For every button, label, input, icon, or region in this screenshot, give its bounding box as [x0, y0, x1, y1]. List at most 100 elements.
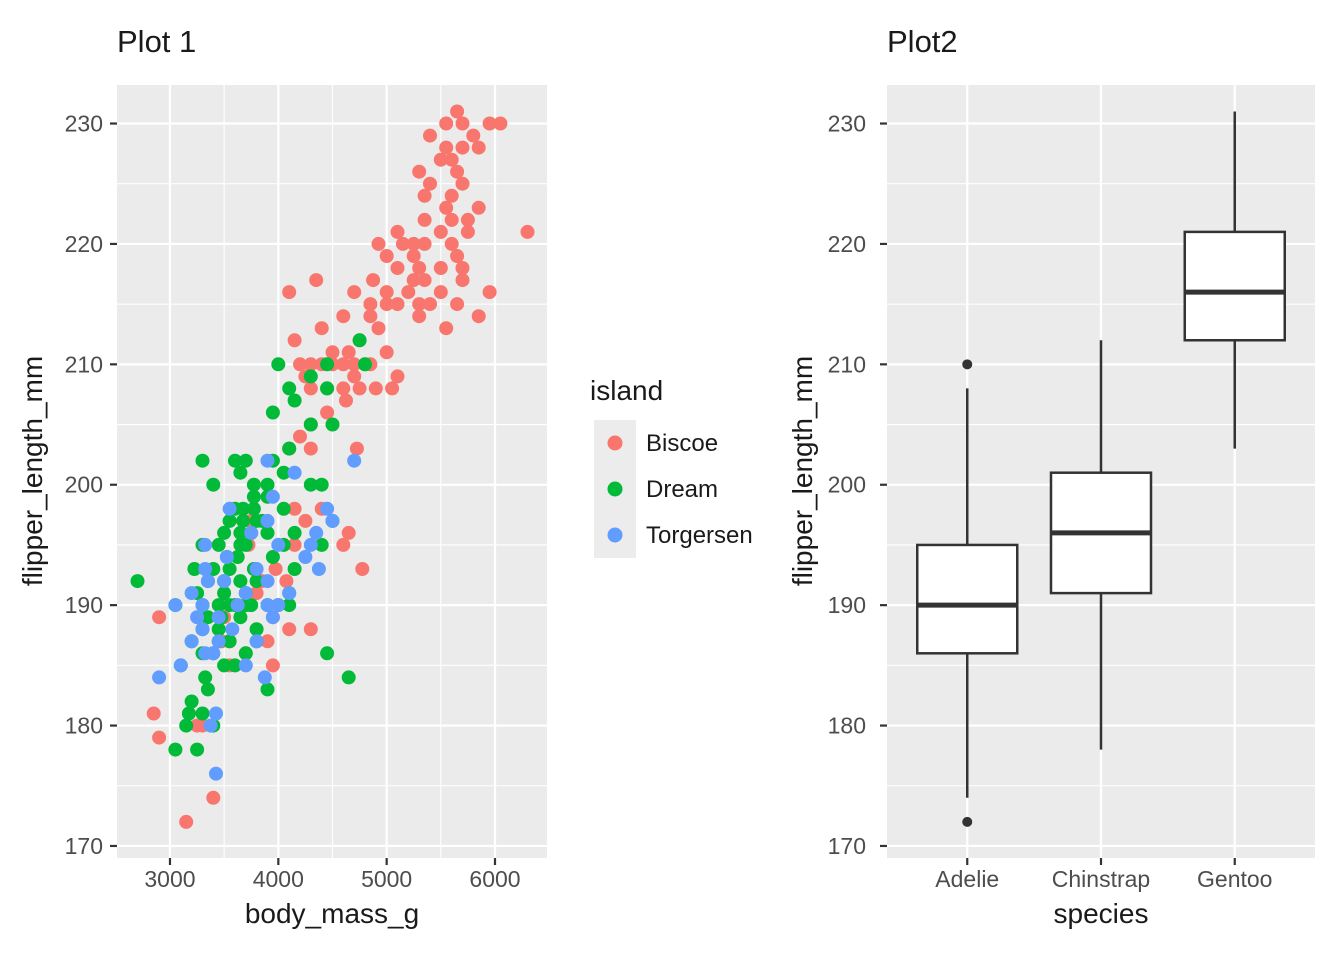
scatter-point-dream	[211, 537, 226, 552]
scatter-point-biscoe	[406, 249, 421, 263]
scatter-point-biscoe	[455, 116, 470, 131]
scatter-point-torgersen	[211, 610, 226, 625]
scatter-point-biscoe	[347, 357, 362, 372]
box-gentoo	[1183, 111, 1286, 449]
scatter-point-biscoe	[433, 224, 448, 239]
scatter-point-dream	[195, 453, 210, 468]
scatter-point-biscoe	[450, 164, 465, 179]
scatter-point-biscoe	[282, 622, 297, 637]
scatter-point-torgersen	[325, 513, 340, 528]
scatter-point-dream	[217, 586, 232, 601]
scatter-point-biscoe	[460, 212, 475, 227]
scatter-point-biscoe	[412, 261, 427, 275]
scatter-point-torgersen	[287, 465, 302, 480]
scatter-point-dream	[238, 453, 253, 468]
legend-key-dot-torgersen	[607, 527, 623, 543]
scatter-point-dream	[179, 718, 194, 733]
scatter-point-biscoe	[303, 622, 318, 637]
y-tick-label: 220	[828, 231, 866, 257]
scatter-point-dream	[246, 477, 261, 492]
scatter-point-dream	[233, 574, 248, 589]
scatter-point-biscoe	[260, 634, 275, 649]
scatter-point-biscoe	[439, 116, 454, 131]
scatter-point-dream	[358, 357, 372, 372]
x-tick-label: 4000	[253, 866, 304, 892]
scatter-point-biscoe	[352, 381, 367, 396]
scatter-point-biscoe	[493, 116, 508, 131]
scatter-point-biscoe	[444, 188, 459, 203]
scatter-point-biscoe	[450, 297, 465, 312]
scatter-point-torgersen	[198, 537, 213, 552]
scatter-point-dream	[233, 525, 248, 540]
scatter-point-torgersen	[249, 634, 264, 649]
scatter-point-biscoe	[390, 261, 405, 275]
scatter-point-dream	[282, 598, 297, 613]
scatter-point-biscoe	[314, 321, 329, 336]
scatter-point-biscoe	[347, 369, 362, 384]
x-tick-label: Adelie	[935, 866, 999, 892]
legend-item-label-dream: Dream	[646, 476, 718, 503]
scatter-point-torgersen	[260, 574, 275, 589]
scatter-point-torgersen	[298, 550, 313, 564]
scatter-point-biscoe	[450, 104, 465, 119]
scatter-point-biscoe	[471, 140, 486, 155]
scatter-point-torgersen	[238, 586, 253, 601]
box-iqr	[916, 543, 1019, 655]
scatter-point-dream	[265, 550, 280, 564]
scatter-point-dream	[184, 694, 199, 709]
left-y-axis-title: flipper_length_mm	[17, 356, 48, 586]
scatter-point-dream	[352, 333, 367, 348]
scatter-point-torgersen	[230, 598, 245, 613]
scatter-point-dream	[181, 706, 196, 721]
scatter-point-biscoe	[325, 345, 340, 360]
scatter-point-torgersen	[190, 610, 205, 625]
scatter-point-biscoe	[293, 429, 307, 444]
scatter-point-dream	[244, 598, 259, 613]
scatter-point-biscoe	[379, 249, 394, 263]
scatter-point-dream	[168, 742, 183, 757]
scatter-point-dream	[246, 489, 261, 504]
left-plot-title: Plot 1	[117, 24, 196, 59]
scatter-point-biscoe	[390, 297, 405, 312]
scatter-point-biscoe	[444, 152, 459, 167]
scatter-point-dream	[236, 513, 251, 528]
scatter-point-biscoe	[412, 164, 427, 179]
scatter-point-dream	[222, 562, 237, 576]
left-x-axis-title: body_mass_g	[245, 898, 419, 929]
y-tick-label: 200	[65, 472, 103, 498]
scatter-point-biscoe	[471, 200, 486, 215]
scatter-point-biscoe	[379, 285, 394, 300]
y-tick-label: 220	[65, 231, 103, 257]
outlier-point	[962, 816, 973, 827]
legend-item-label-biscoe: Biscoe	[646, 430, 718, 457]
scatter-point-biscoe	[482, 116, 497, 131]
scatter-point-dream	[314, 537, 329, 552]
scatter-point-biscoe	[444, 236, 459, 251]
scatter-point-dream	[206, 477, 221, 492]
scatter-point-torgersen	[347, 453, 362, 468]
scatter-point-biscoe	[265, 658, 280, 673]
scatter-point-biscoe	[455, 273, 470, 288]
scatter-point-biscoe	[371, 321, 386, 336]
scatter-point-dream	[341, 670, 356, 685]
y-tick-label: 180	[65, 713, 103, 739]
scatter-point-biscoe	[268, 562, 283, 576]
scatter-point-dream	[320, 646, 335, 661]
scatter-point-torgersen	[249, 562, 264, 576]
scatter-point-biscoe	[385, 381, 400, 396]
scatter-point-dream	[276, 465, 291, 480]
scatter-point-torgersen	[206, 646, 221, 661]
scatter-point-torgersen	[260, 513, 275, 528]
scatter-point-biscoe	[349, 441, 364, 456]
scatter-point-biscoe	[336, 537, 351, 552]
scatter-point-biscoe	[287, 501, 302, 516]
scatter-point-torgersen	[211, 634, 226, 649]
scatter-point-dream	[303, 369, 318, 384]
scatter-point-biscoe	[371, 236, 386, 251]
scatter-point-torgersen	[198, 562, 213, 576]
scatter-point-biscoe	[471, 309, 486, 324]
scatter-point-torgersen	[265, 489, 280, 504]
scatter-point-dream	[271, 357, 286, 372]
